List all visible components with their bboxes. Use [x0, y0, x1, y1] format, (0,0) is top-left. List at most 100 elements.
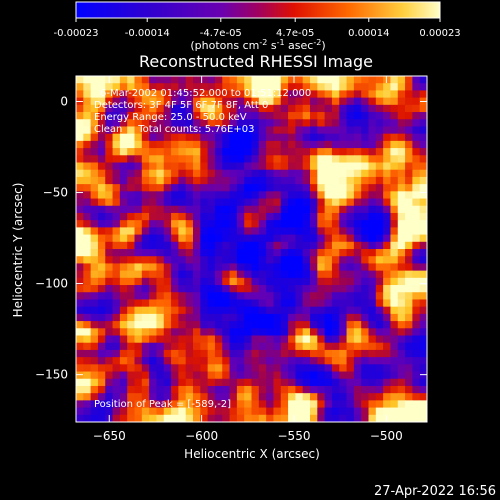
- heatmap-cell: [222, 198, 231, 207]
- heatmap-cell: [178, 220, 187, 228]
- heatmap-cell: [397, 263, 406, 272]
- heatmap-cell: [200, 234, 209, 243]
- heatmap-cell: [193, 299, 201, 308]
- heatmap-cell: [295, 299, 304, 308]
- heatmap-cell: [76, 148, 84, 156]
- heatmap-cell: [90, 306, 99, 315]
- heatmap-cell: [412, 112, 421, 120]
- heatmap-cell: [368, 306, 377, 315]
- heatmap-cell: [419, 140, 427, 149]
- heatmap-cell: [105, 90, 114, 99]
- heatmap-cell: [193, 191, 201, 200]
- heatmap-cell: [90, 119, 99, 128]
- heatmap-cell: [236, 292, 245, 301]
- heatmap-cell: [207, 263, 216, 272]
- heatmap-cell: [236, 169, 245, 178]
- heatmap-cell: [105, 270, 114, 279]
- heatmap-cell: [361, 364, 370, 373]
- heatmap-cell: [280, 292, 289, 301]
- heatmap-cell: [222, 285, 231, 293]
- heatmap-cell: [76, 140, 84, 149]
- heatmap-cell: [368, 198, 377, 207]
- heatmap-cell: [258, 220, 267, 228]
- heatmap-cell: [119, 393, 128, 401]
- heatmap-cell: [163, 292, 172, 301]
- heatmap-cell: [105, 249, 114, 257]
- heatmap-cell: [112, 313, 121, 322]
- heatmap-cell: [105, 371, 114, 380]
- heatmap-cell: [214, 256, 223, 265]
- heatmap-cell: [258, 119, 267, 128]
- heatmap-cell: [324, 328, 333, 337]
- heatmap-cell: [149, 414, 158, 422]
- heatmap-cell: [324, 169, 333, 178]
- heatmap-cell: [397, 256, 406, 265]
- heatmap-cell: [193, 76, 201, 84]
- heatmap-cell: [295, 241, 304, 250]
- heatmap-cell: [288, 371, 296, 380]
- heatmap-cell: [353, 313, 362, 322]
- heatmap-cell: [222, 378, 231, 387]
- heatmap-cell: [419, 83, 427, 92]
- heatmap-cell: [317, 155, 326, 164]
- heatmap-cell: [236, 205, 245, 214]
- heatmap-cell: [83, 97, 92, 106]
- heatmap-cell: [244, 378, 253, 387]
- heatmap-cell: [353, 342, 362, 351]
- heatmap-cell: [295, 112, 304, 120]
- heatmap-cell: [222, 191, 231, 200]
- heatmap-cell: [171, 306, 179, 315]
- heatmap-cell: [419, 277, 427, 286]
- heatmap-cell: [375, 90, 384, 99]
- heatmap-cell: [346, 140, 355, 149]
- heatmap-cell: [149, 162, 158, 171]
- heatmap-cell: [112, 184, 121, 192]
- heatmap-cell: [361, 378, 370, 387]
- heatmap-cell: [193, 414, 201, 422]
- heatmap-cell: [273, 169, 282, 178]
- heatmap-cell: [149, 400, 158, 409]
- heatmap-cell: [171, 97, 179, 106]
- heatmap-cell: [324, 342, 333, 351]
- heatmap-cell: [141, 378, 150, 387]
- heatmap-cell: [324, 83, 333, 92]
- heatmap-cell: [397, 285, 406, 293]
- heatmap-cell: [83, 249, 92, 257]
- heatmap-cell: [310, 378, 318, 387]
- heatmap-cell: [105, 104, 114, 113]
- heatmap-cell: [405, 205, 413, 214]
- heatmap-cell: [280, 169, 289, 178]
- heatmap-cell: [266, 263, 275, 272]
- heatmap-cell: [317, 263, 326, 272]
- heatmap-cell: [331, 400, 340, 409]
- heatmap-cell: [134, 393, 143, 401]
- heatmap-cell: [105, 176, 114, 185]
- info-line-time: 6-Mar-2002 01:45:52.000 to 01:51:12.000: [100, 88, 311, 99]
- heatmap-cell: [419, 407, 427, 416]
- heatmap-cell: [251, 306, 260, 315]
- heatmap-cell: [207, 256, 216, 265]
- heatmap-cell: [105, 328, 114, 337]
- heatmap-cell: [127, 270, 136, 279]
- heatmap-cell: [127, 155, 136, 164]
- heatmap-cell: [229, 205, 238, 214]
- heatmap-cell: [134, 234, 143, 243]
- heatmap-cell: [185, 299, 194, 308]
- heatmap-cell: [193, 285, 201, 293]
- heatmap-cell: [302, 414, 311, 422]
- heatmap-cell: [302, 234, 311, 243]
- heatmap-cell: [419, 148, 427, 156]
- heatmap-cell: [346, 76, 355, 84]
- heatmap-cell: [390, 335, 399, 344]
- heatmap-cell: [171, 104, 179, 113]
- heatmap-cell: [76, 321, 84, 329]
- heatmap-cell: [83, 306, 92, 315]
- heatmap-cell: [244, 76, 253, 84]
- heatmap-cell: [361, 393, 370, 401]
- heatmap-cell: [288, 169, 296, 178]
- heatmap-cell: [163, 400, 172, 409]
- heatmap-cell: [375, 205, 384, 214]
- heatmap-cell: [266, 306, 275, 315]
- heatmap-cell: [207, 335, 216, 344]
- heatmap-cell: [317, 357, 326, 365]
